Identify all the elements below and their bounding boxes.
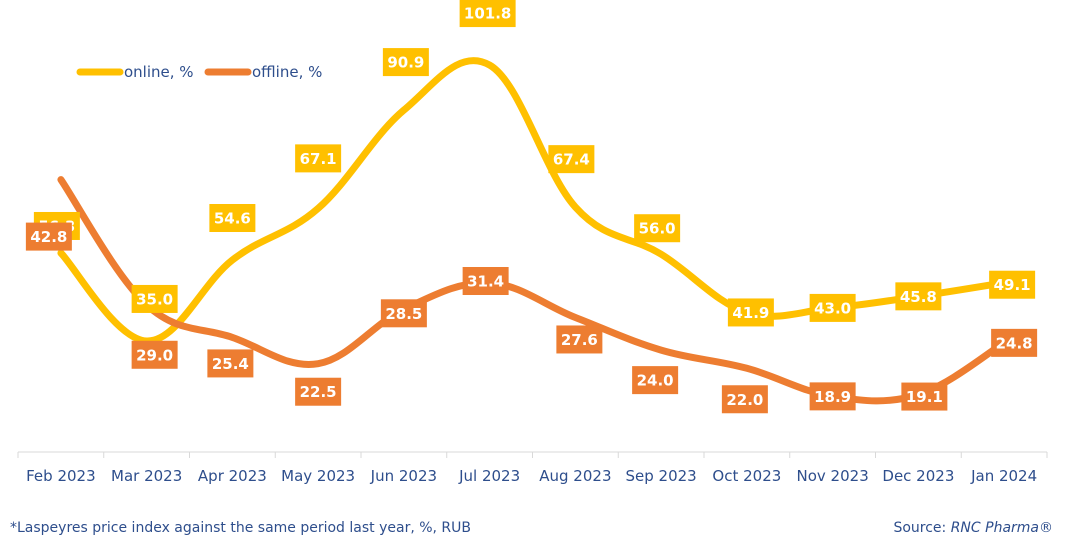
- data-label-box: [25, 222, 72, 251]
- data-label-text: 54.6: [214, 210, 251, 228]
- legend-label: online, %: [124, 63, 194, 81]
- data-label-box: [131, 284, 178, 313]
- data-label: 49.1: [989, 270, 1036, 299]
- source-credit: Source: RNC Pharma®: [893, 520, 1053, 536]
- footnote: *Laspeyres price index against the same …: [10, 520, 472, 536]
- data-label-box: [380, 299, 427, 328]
- data-label-box: [382, 48, 429, 77]
- data-label-text: 31.4: [467, 273, 504, 291]
- data-label-box: [295, 377, 342, 406]
- data-label-text: 67.4: [553, 151, 590, 169]
- data-label-box: [727, 298, 774, 327]
- x-tick-label: Jun 2023: [370, 467, 437, 485]
- data-label-text: 19.1: [906, 388, 943, 406]
- data-label: 35.0: [131, 284, 178, 313]
- data-label-text: 27.6: [561, 331, 598, 349]
- data-label: 22.5: [295, 377, 342, 406]
- x-tick-label: Sep 2023: [626, 467, 697, 485]
- data-label-text: 18.9: [814, 388, 851, 406]
- data-label: 25.4: [207, 349, 254, 378]
- legend-item-offline: offline, %: [204, 63, 322, 81]
- data-label-text: 29.0: [136, 346, 173, 364]
- data-label: 18.9: [809, 382, 856, 411]
- data-label-box: [809, 382, 856, 411]
- series-lines: [57, 57, 1008, 405]
- data-label-box: [556, 325, 603, 354]
- data-label-text: 28.5: [385, 305, 422, 323]
- x-tick-label: Feb 2023: [26, 467, 96, 485]
- data-label: 67.1: [295, 144, 342, 173]
- data-labels: 56.335.054.667.190.9101.867.456.041.943.…: [25, 0, 1038, 414]
- x-tick-label: Dec 2023: [882, 467, 954, 485]
- data-label-box: [209, 204, 256, 233]
- data-label: 42.8: [25, 222, 72, 251]
- data-label-box: [989, 270, 1036, 299]
- data-label: 24.0: [632, 366, 679, 395]
- x-tick-label: Nov 2023: [797, 467, 869, 485]
- data-label: 29.0: [131, 340, 178, 369]
- data-label-box: [809, 293, 856, 322]
- data-label: 101.8: [459, 0, 516, 28]
- data-label-box: [632, 366, 679, 395]
- x-tick-label: May 2023: [281, 467, 355, 485]
- data-label: 19.1: [901, 382, 948, 411]
- data-label-box: [295, 144, 342, 173]
- source-name: RNC Pharma®: [950, 520, 1053, 536]
- data-label: 67.4: [548, 145, 595, 174]
- data-label-text: 22.5: [300, 383, 337, 401]
- data-label: 54.6: [209, 204, 256, 233]
- data-label: 24.8: [991, 328, 1038, 357]
- legend: online, % offline, %: [76, 63, 322, 81]
- data-label-text: 49.1: [994, 276, 1031, 294]
- data-label: 41.9: [727, 298, 774, 327]
- data-label: 31.4: [462, 267, 509, 296]
- data-label: 43.0: [809, 293, 856, 322]
- data-label-box: [634, 214, 681, 243]
- x-tick-label: Jul 2023: [458, 467, 520, 485]
- data-label-text: 25.4: [212, 355, 249, 373]
- data-label: 45.8: [895, 282, 942, 311]
- data-label-box: [207, 349, 254, 378]
- data-label-text: 22.0: [726, 391, 763, 409]
- data-label-box: [462, 267, 509, 296]
- data-label-box: [131, 340, 178, 369]
- data-label-text: 24.0: [637, 372, 674, 390]
- data-label-box: [721, 385, 768, 414]
- legend-label: offline, %: [252, 63, 322, 81]
- data-label-box: [991, 328, 1038, 357]
- x-tick-label: Apr 2023: [198, 467, 267, 485]
- data-label-text: 67.1: [300, 150, 337, 168]
- data-label-text: 43.0: [814, 299, 851, 317]
- data-label-box: [895, 282, 942, 311]
- data-label: 28.5: [380, 299, 427, 328]
- data-label-text: 45.8: [900, 288, 937, 306]
- data-label-box: [901, 382, 948, 411]
- source-prefix: Source:: [893, 520, 951, 536]
- legend-item-online: online, %: [76, 63, 194, 81]
- data-label-text: 56.0: [639, 220, 676, 238]
- data-label-text: 90.9: [387, 54, 424, 72]
- data-label-box: [459, 0, 516, 28]
- data-label-text: 42.8: [30, 228, 67, 246]
- data-label-text: 41.9: [732, 304, 769, 322]
- data-label-text: 35.0: [136, 290, 173, 308]
- data-label-text: 101.8: [464, 5, 511, 23]
- data-label: 56.0: [634, 214, 681, 243]
- data-label: 27.6: [556, 325, 603, 354]
- x-tick-label: Oct 2023: [712, 467, 781, 485]
- data-label-box: [548, 145, 595, 174]
- x-tick-label: Jan 2024: [970, 467, 1037, 485]
- data-label-text: 24.8: [996, 334, 1033, 352]
- data-label: 90.9: [382, 48, 429, 77]
- x-tick-label: Mar 2023: [111, 467, 182, 485]
- x-tick-label: Aug 2023: [539, 467, 611, 485]
- x-axis: Feb 2023 Mar 2023 Apr 2023 May 2023 Jun 2023…: [17, 451, 1048, 485]
- data-label: 22.0: [721, 385, 768, 414]
